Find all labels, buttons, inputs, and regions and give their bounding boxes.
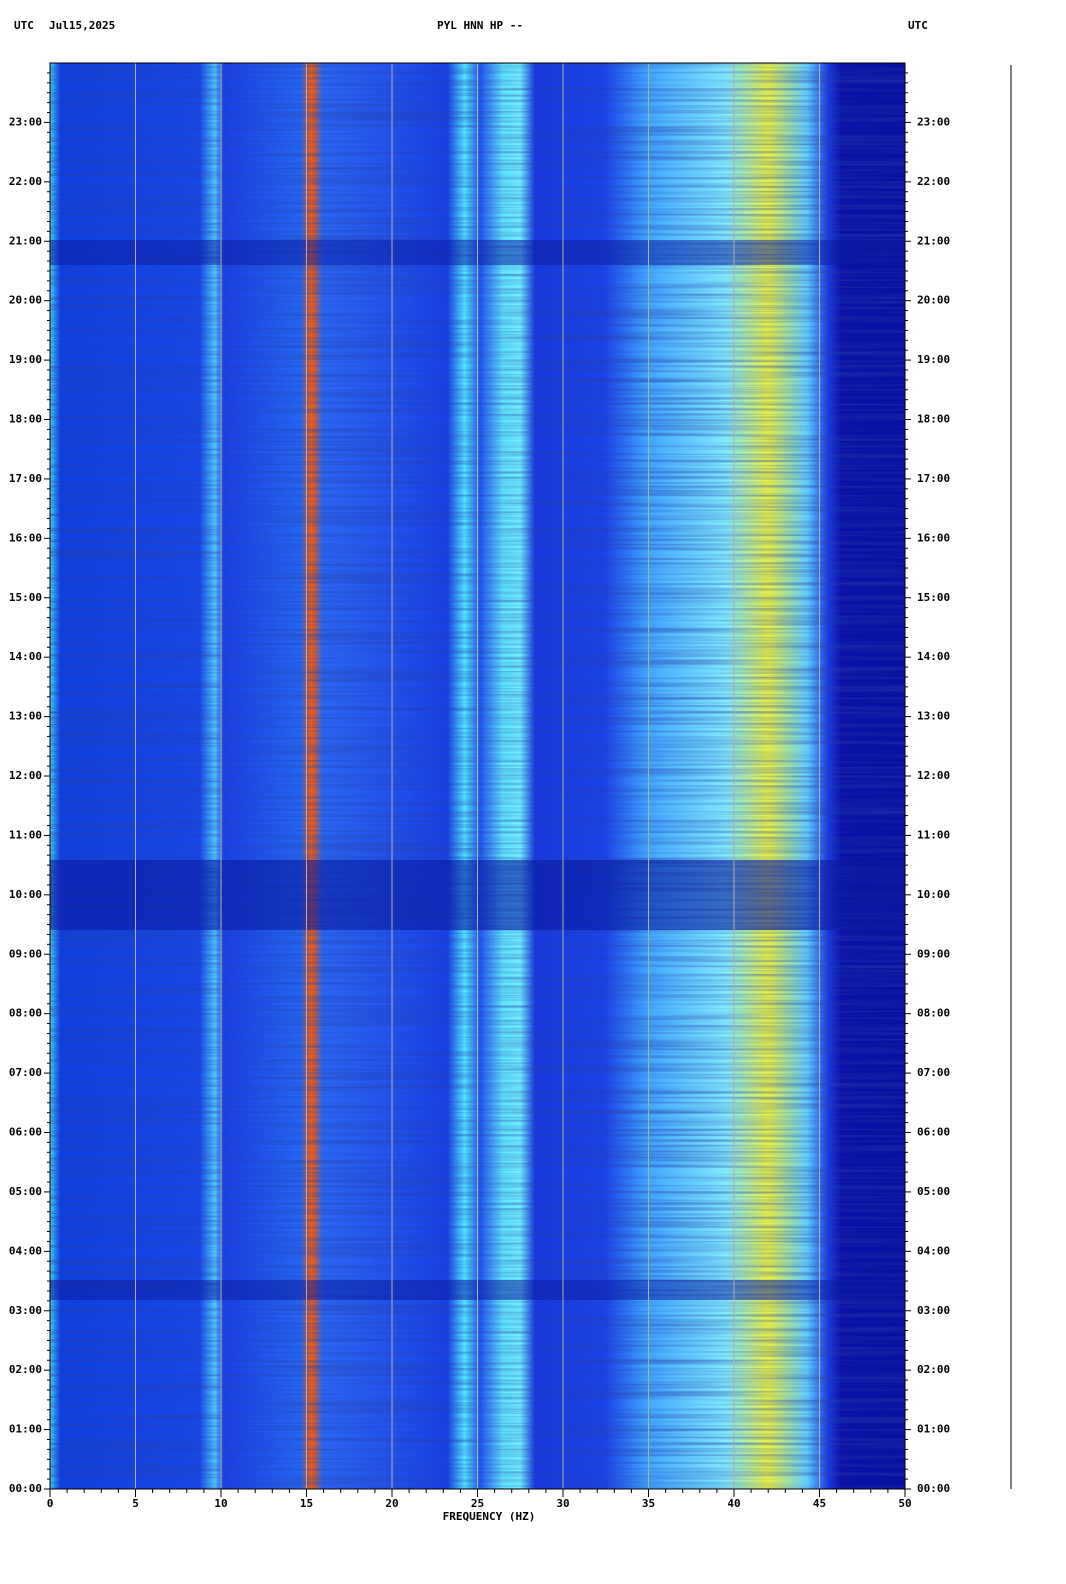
y-tick-label: 13:00 — [9, 710, 42, 723]
y-tick-label: 18:00 — [9, 413, 42, 426]
x-tick-label: 0 — [47, 1497, 54, 1510]
y-tick-label: 21:00 — [9, 234, 42, 247]
y-tick-label-right: 11:00 — [917, 828, 950, 841]
y-tick-label: 14:00 — [9, 650, 42, 663]
y-tick-label-right: 08:00 — [917, 1007, 950, 1020]
y-tick-label-right: 12:00 — [917, 769, 950, 782]
y-tick-label: 17:00 — [9, 472, 42, 485]
y-tick-label-right: 03:00 — [917, 1304, 950, 1317]
y-tick-label-right: 15:00 — [917, 591, 950, 604]
y-tick-label: 20:00 — [9, 294, 42, 307]
y-tick-label-right: 07:00 — [917, 1066, 950, 1079]
y-tick-label-right: 01:00 — [917, 1423, 950, 1436]
plot-frame — [49, 62, 906, 1490]
y-tick-label: 02:00 — [9, 1363, 42, 1376]
x-tick-label: 25 — [471, 1497, 484, 1510]
y-tick-label: 10:00 — [9, 888, 42, 901]
y-tick-label: 16:00 — [9, 531, 42, 544]
y-tick-label: 04:00 — [9, 1244, 42, 1257]
y-tick-label: 12:00 — [9, 769, 42, 782]
y-tick-label-right: 13:00 — [917, 710, 950, 723]
y-tick-label-right: 10:00 — [917, 888, 950, 901]
y-tick-label: 22:00 — [9, 175, 42, 188]
date: Jul15,2025 — [49, 19, 115, 32]
x-tick-label: 35 — [642, 1497, 655, 1510]
x-tick-label: 30 — [556, 1497, 569, 1510]
y-tick-label-right: 19:00 — [917, 353, 950, 366]
y-tick-label: 03:00 — [9, 1304, 42, 1317]
y-tick-label-right: 00:00 — [917, 1482, 950, 1495]
y-tick-label: 23:00 — [9, 115, 42, 128]
x-tick-label: 20 — [385, 1497, 398, 1510]
y-tick-label-right: 09:00 — [917, 947, 950, 960]
y-tick-label-right: 16:00 — [917, 531, 950, 544]
chart-title: PYL HNN HP -- — [437, 19, 523, 32]
header-left: UTC — [14, 19, 34, 32]
y-tick-label-right: 22:00 — [917, 175, 950, 188]
x-tick-label: 50 — [898, 1497, 911, 1510]
x-tick-label: 15 — [300, 1497, 313, 1510]
y-tick-label: 09:00 — [9, 947, 42, 960]
y-tick-label: 00:00 — [9, 1482, 42, 1495]
y-tick-label: 07:00 — [9, 1066, 42, 1079]
y-tick-label-right: 23:00 — [917, 115, 950, 128]
y-tick-label-right: 06:00 — [917, 1126, 950, 1139]
y-tick-label: 06:00 — [9, 1126, 42, 1139]
y-tick-label-right: 14:00 — [917, 650, 950, 663]
y-tick-label: 05:00 — [9, 1185, 42, 1198]
x-tick-label: 40 — [727, 1497, 740, 1510]
y-tick-label-right: 05:00 — [917, 1185, 950, 1198]
y-tick-label: 01:00 — [9, 1423, 42, 1436]
header-right: UTC — [908, 19, 928, 32]
y-tick-label-right: 18:00 — [917, 413, 950, 426]
y-tick-label-right: 21:00 — [917, 234, 950, 247]
x-tick-label: 10 — [214, 1497, 227, 1510]
x-axis-label: FREQUENCY (HZ) — [443, 1510, 536, 1523]
x-tick-label: 45 — [813, 1497, 826, 1510]
y-tick-label: 15:00 — [9, 591, 42, 604]
y-tick-label-right: 17:00 — [917, 472, 950, 485]
y-tick-label: 11:00 — [9, 828, 42, 841]
y-tick-label: 19:00 — [9, 353, 42, 366]
y-tick-label: 08:00 — [9, 1007, 42, 1020]
x-tick-label: 5 — [132, 1497, 139, 1510]
y-tick-label-right: 02:00 — [917, 1363, 950, 1376]
y-tick-label-right: 04:00 — [917, 1244, 950, 1257]
y-tick-label-right: 20:00 — [917, 294, 950, 307]
